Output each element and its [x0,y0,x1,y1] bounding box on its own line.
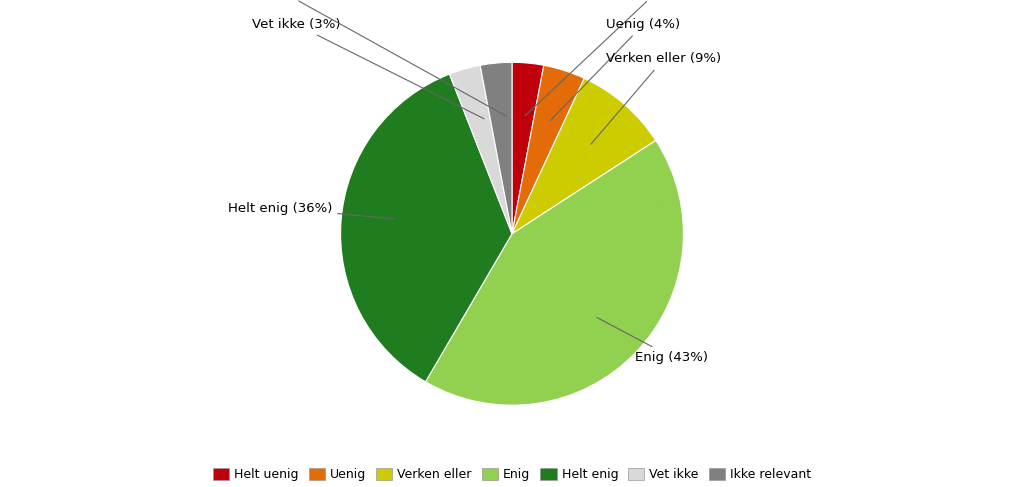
Wedge shape [341,74,512,382]
Wedge shape [480,62,512,234]
Wedge shape [426,140,683,405]
Text: Helt uenig (3%): Helt uenig (3%) [525,0,711,116]
Text: Enig (43%): Enig (43%) [597,318,709,364]
Text: Ikke relevant (3%): Ikke relevant (3%) [218,0,506,116]
Legend: Helt uenig, Uenig, Verken eller, Enig, Helt enig, Vet ikke, Ikke relevant: Helt uenig, Uenig, Verken eller, Enig, H… [213,468,811,481]
Text: Uenig (4%): Uenig (4%) [550,18,680,121]
Wedge shape [512,62,544,234]
Text: Verken eller (9%): Verken eller (9%) [591,53,722,144]
Wedge shape [512,65,585,234]
Wedge shape [450,65,512,234]
Text: Vet ikke (3%): Vet ikke (3%) [252,18,484,119]
Wedge shape [512,78,655,234]
Text: Helt enig (36%): Helt enig (36%) [227,202,393,219]
